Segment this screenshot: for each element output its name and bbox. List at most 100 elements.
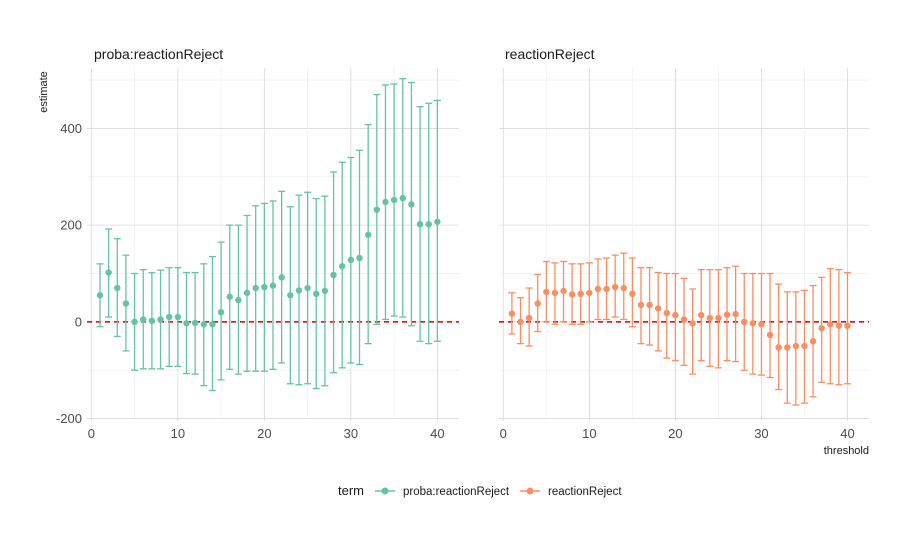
panel-title: reactionReject [505, 46, 595, 62]
data-point [698, 311, 705, 319]
legend-key-point [381, 487, 389, 495]
data-point [594, 285, 602, 293]
data-point [517, 318, 524, 326]
data-point [603, 285, 610, 293]
x-axis-ticks-left: 0 10 20 30 40 [88, 426, 445, 441]
data-point [304, 284, 311, 292]
x-tick-label: 20 [257, 426, 271, 441]
data-point [801, 342, 808, 350]
y-axis-title: estimate [38, 71, 50, 113]
y-tick-label: -200 [56, 411, 82, 426]
gridlines [499, 68, 869, 421]
y-axis-ticks: -200 0 200 400 [56, 121, 82, 426]
data-point [183, 320, 190, 327]
data-point [611, 283, 619, 291]
data-point [174, 313, 182, 321]
data-point [321, 287, 329, 295]
data-point [654, 305, 662, 312]
data-point [434, 218, 441, 225]
data-point [560, 287, 567, 295]
data-point [191, 319, 199, 327]
data-point [534, 300, 541, 307]
x-tick-label: 10 [171, 426, 185, 441]
x-tick-label: 0 [500, 426, 507, 441]
data-point [637, 301, 645, 309]
data-point [723, 311, 731, 318]
legend: term proba:reactionReject reactionReject [338, 483, 622, 498]
data-point [809, 338, 817, 345]
data-point [226, 293, 233, 300]
data-point [792, 342, 800, 350]
data-point [680, 316, 688, 323]
data-point [261, 283, 268, 291]
data-point [844, 322, 851, 329]
data-point [525, 314, 533, 322]
legend-title: term [338, 483, 364, 498]
data-point [364, 231, 372, 239]
x-tick-label: 10 [582, 426, 596, 441]
data-point [586, 289, 593, 297]
data-point [373, 206, 381, 213]
data-point [551, 289, 559, 297]
x-tick-label: 30 [344, 426, 358, 441]
data-point [784, 344, 791, 351]
data-point [646, 301, 653, 309]
data-point [356, 254, 363, 262]
legend-item-proba-reaction-reject: proba:reactionReject [375, 486, 510, 498]
legend-item-reaction-reject: reactionReject [520, 486, 622, 498]
x-tick-label: 20 [668, 426, 682, 441]
data-point [217, 308, 225, 316]
x-axis-title: threshold [824, 445, 869, 457]
data-point [165, 313, 173, 321]
data-point [390, 196, 398, 204]
data-point [663, 309, 670, 317]
legend-label: reactionReject [548, 486, 622, 498]
data-point [827, 321, 834, 328]
panel-title: proba:reactionReject [94, 46, 223, 62]
data-point [243, 289, 251, 297]
y-tick-label: 200 [60, 218, 82, 233]
data-point [278, 274, 285, 281]
series-reaction-reject [508, 252, 851, 406]
data-point [148, 317, 156, 325]
data-point [425, 220, 432, 228]
data-point [408, 201, 415, 208]
data-point [382, 198, 389, 206]
data-point [114, 284, 121, 292]
data-point [672, 311, 679, 319]
data-point [689, 320, 696, 327]
x-tick-label: 30 [754, 426, 768, 441]
x-tick-label: 40 [840, 426, 854, 441]
x-tick-label: 40 [430, 426, 444, 441]
data-point [577, 290, 584, 298]
data-point [775, 344, 782, 351]
y-tick-label: 0 [75, 314, 82, 329]
panel-reaction-reject: reactionReject [499, 46, 869, 421]
data-point [766, 331, 774, 339]
data-point [140, 316, 147, 323]
data-point [629, 290, 636, 298]
panel-proba-reaction-reject: proba:reactionReject [87, 46, 459, 421]
data-point [313, 290, 320, 298]
data-point [543, 288, 550, 296]
data-point [252, 284, 259, 292]
data-point [758, 321, 765, 328]
data-point [715, 314, 722, 322]
data-point [399, 194, 406, 202]
data-point [706, 314, 714, 322]
x-axis-ticks-right: 0 10 20 30 40 [500, 426, 855, 441]
data-point [330, 271, 337, 279]
x-tick-label: 0 [88, 426, 95, 441]
data-point [749, 320, 757, 327]
y-tick-label: 400 [60, 121, 82, 136]
data-point [209, 321, 216, 328]
data-point [416, 220, 424, 228]
data-point [339, 263, 346, 270]
series-proba-reaction-reject [96, 77, 441, 392]
data-point [157, 316, 164, 323]
data-point [287, 292, 294, 299]
data-point [105, 269, 112, 276]
data-point [131, 318, 138, 326]
data-point [96, 292, 104, 299]
